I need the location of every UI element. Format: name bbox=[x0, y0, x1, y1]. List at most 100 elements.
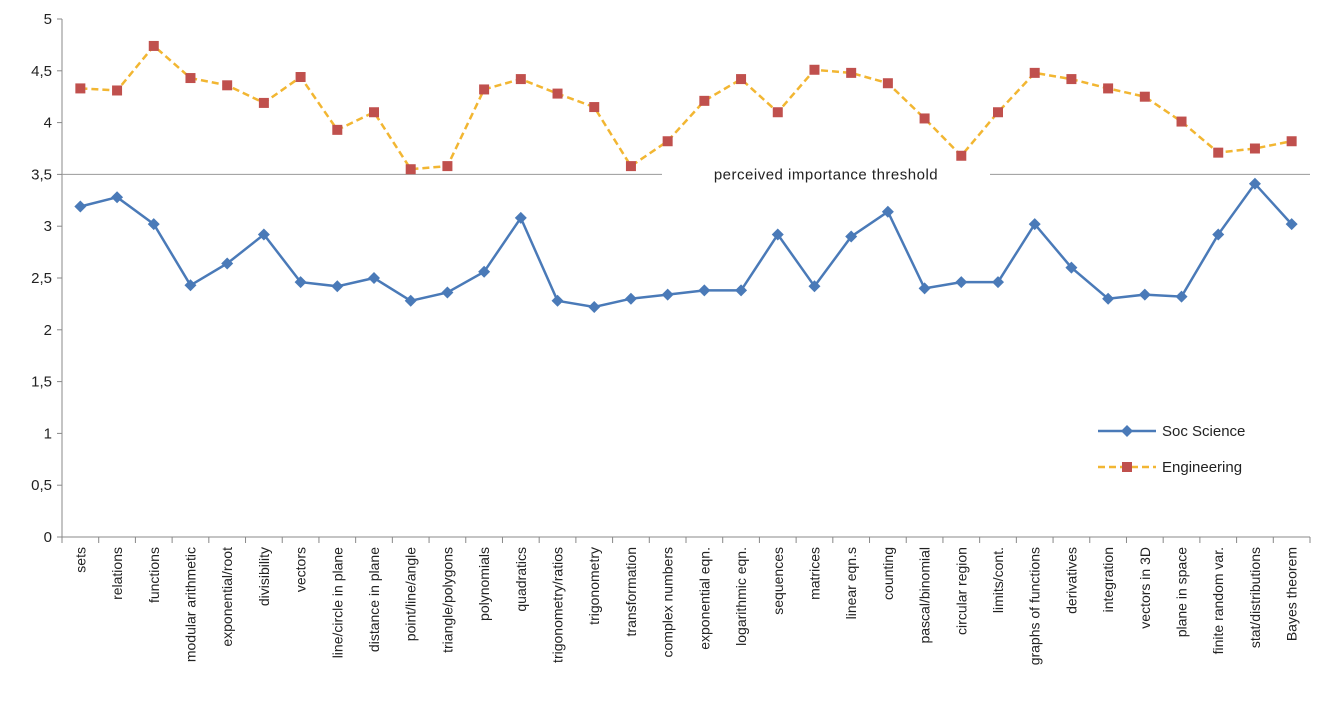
data-point bbox=[1102, 292, 1115, 305]
series-engineering bbox=[75, 40, 1297, 175]
y-tick-label: 0,5 bbox=[31, 477, 52, 494]
data-point bbox=[257, 228, 270, 241]
y-tick-label: 3 bbox=[44, 218, 52, 235]
data-point bbox=[1029, 67, 1040, 78]
data-point bbox=[75, 83, 86, 94]
y-tick-label: 1,5 bbox=[31, 374, 52, 391]
x-tick-label: line/circle in plane bbox=[329, 547, 345, 658]
legend: Soc Science Engineering bbox=[1098, 423, 1245, 476]
data-point bbox=[955, 276, 968, 289]
y-tick-label: 1 bbox=[44, 425, 52, 442]
data-point bbox=[661, 288, 674, 301]
data-point bbox=[588, 301, 601, 314]
data-point bbox=[1249, 143, 1260, 154]
data-point bbox=[881, 205, 894, 218]
series-layer bbox=[74, 40, 1298, 314]
data-point bbox=[258, 97, 269, 108]
data-point bbox=[331, 280, 344, 293]
y-tick-label: 2,5 bbox=[31, 270, 52, 287]
data-point bbox=[1286, 136, 1297, 147]
x-tick-label: logarithmic eqn. bbox=[733, 547, 749, 646]
x-tick-label: circular region bbox=[953, 547, 969, 635]
data-point bbox=[808, 280, 821, 293]
data-point bbox=[993, 107, 1003, 118]
x-tick-label: plane in space bbox=[1174, 547, 1190, 638]
data-point bbox=[1028, 218, 1041, 231]
data-point bbox=[956, 150, 967, 161]
x-tick-label: finite random var. bbox=[1210, 547, 1226, 654]
data-point bbox=[405, 164, 416, 175]
data-point bbox=[1213, 147, 1224, 158]
data-point bbox=[404, 294, 417, 307]
x-tick-label: polynomials bbox=[476, 547, 492, 621]
data-point bbox=[479, 84, 490, 95]
data-point bbox=[992, 276, 1004, 289]
data-point bbox=[1138, 288, 1151, 301]
y-axis: 0 0,5 1 1,5 2 2,5 3 3,5 4 4,5 5 bbox=[31, 11, 63, 546]
data-point bbox=[1066, 74, 1077, 85]
y-tick-label: 4 bbox=[44, 115, 52, 132]
data-point bbox=[809, 64, 820, 75]
data-point bbox=[74, 200, 87, 213]
x-tick-label: matrices bbox=[806, 547, 822, 600]
data-point bbox=[442, 161, 453, 172]
data-point bbox=[771, 228, 784, 241]
threshold-annotation: perceived importance threshold bbox=[62, 166, 1310, 183]
data-point bbox=[735, 284, 748, 297]
data-point bbox=[221, 257, 234, 270]
data-point bbox=[662, 136, 673, 147]
data-point bbox=[882, 78, 893, 89]
x-tick-label: trigonometry/ratios bbox=[550, 547, 566, 663]
threshold-label: perceived importance threshold bbox=[714, 166, 938, 183]
data-point bbox=[294, 276, 307, 289]
x-tick-label: counting bbox=[880, 547, 896, 600]
legend-label: Engineering bbox=[1162, 459, 1242, 476]
x-tick-label: graphs of functions bbox=[1027, 547, 1043, 665]
data-point bbox=[147, 218, 160, 231]
data-point bbox=[185, 73, 196, 84]
y-tick-label: 2 bbox=[44, 322, 52, 339]
data-point bbox=[1065, 261, 1078, 274]
data-point bbox=[845, 230, 858, 243]
y-tick-label: 4,5 bbox=[31, 63, 52, 80]
data-point bbox=[698, 284, 711, 297]
series-line bbox=[80, 181, 1293, 309]
data-point bbox=[624, 292, 637, 305]
x-tick-label: relations bbox=[109, 547, 125, 600]
y-tick-label: 3,5 bbox=[31, 166, 52, 183]
legend-label: Soc Science bbox=[1162, 423, 1245, 440]
data-point bbox=[332, 124, 343, 135]
data-point bbox=[368, 272, 380, 284]
data-point bbox=[1139, 91, 1150, 102]
data-point bbox=[919, 113, 930, 124]
data-point bbox=[295, 72, 306, 83]
data-point bbox=[514, 211, 527, 224]
data-point bbox=[184, 279, 197, 292]
x-tick-label: vectors bbox=[293, 547, 309, 592]
x-tick-label: point/line/angle bbox=[403, 547, 419, 641]
legend-marker bbox=[1121, 425, 1133, 437]
x-tick-label: sequences bbox=[770, 547, 786, 615]
data-point bbox=[552, 88, 563, 99]
x-tick-label: pascal/binomial bbox=[917, 547, 933, 644]
x-tick-label: integration bbox=[1100, 547, 1116, 612]
x-tick-label: complex numbers bbox=[660, 547, 676, 658]
data-point bbox=[772, 107, 783, 118]
data-point bbox=[1285, 218, 1298, 231]
x-axis: sets relations functions modular arithmetic… bbox=[61, 536, 1311, 665]
x-tick-label: divisibility bbox=[256, 547, 272, 606]
x-tick-label: linear eqn.s bbox=[843, 547, 859, 619]
x-tick-label: Bayes theorem bbox=[1284, 547, 1300, 641]
data-point bbox=[699, 95, 710, 106]
data-point bbox=[148, 40, 159, 51]
data-point bbox=[515, 74, 526, 85]
data-point bbox=[222, 80, 233, 91]
data-point bbox=[1175, 290, 1188, 303]
data-point bbox=[918, 282, 931, 295]
data-point bbox=[736, 74, 747, 85]
x-tick-label: exponential eqn. bbox=[696, 547, 712, 650]
x-tick-label: quadratics bbox=[513, 547, 529, 612]
x-tick-label: exponential/root bbox=[219, 547, 235, 647]
y-tick-label: 5 bbox=[44, 11, 52, 28]
